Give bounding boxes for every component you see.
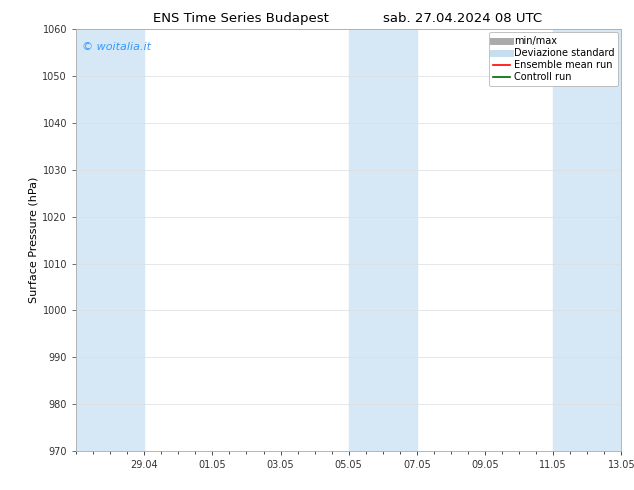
Bar: [553, 29, 621, 451]
Text: © woitalia.it: © woitalia.it: [82, 42, 150, 52]
Legend: min/max, Deviazione standard, Ensemble mean run, Controll run: min/max, Deviazione standard, Ensemble m…: [489, 32, 618, 86]
Text: ENS Time Series Budapest: ENS Time Series Budapest: [153, 12, 329, 25]
Bar: [76, 29, 144, 451]
Y-axis label: Surface Pressure (hPa): Surface Pressure (hPa): [29, 177, 38, 303]
Text: sab. 27.04.2024 08 UTC: sab. 27.04.2024 08 UTC: [384, 12, 542, 25]
Bar: [349, 29, 417, 451]
